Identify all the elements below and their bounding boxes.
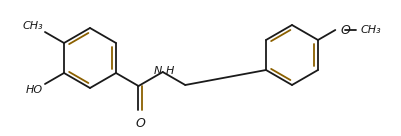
Text: HO: HO [26,85,43,95]
Text: O: O [340,24,350,36]
Text: CH₃: CH₃ [360,25,381,35]
Text: CH₃: CH₃ [22,21,43,31]
Text: N: N [153,66,162,76]
Text: H: H [166,66,174,76]
Text: O: O [135,117,145,130]
